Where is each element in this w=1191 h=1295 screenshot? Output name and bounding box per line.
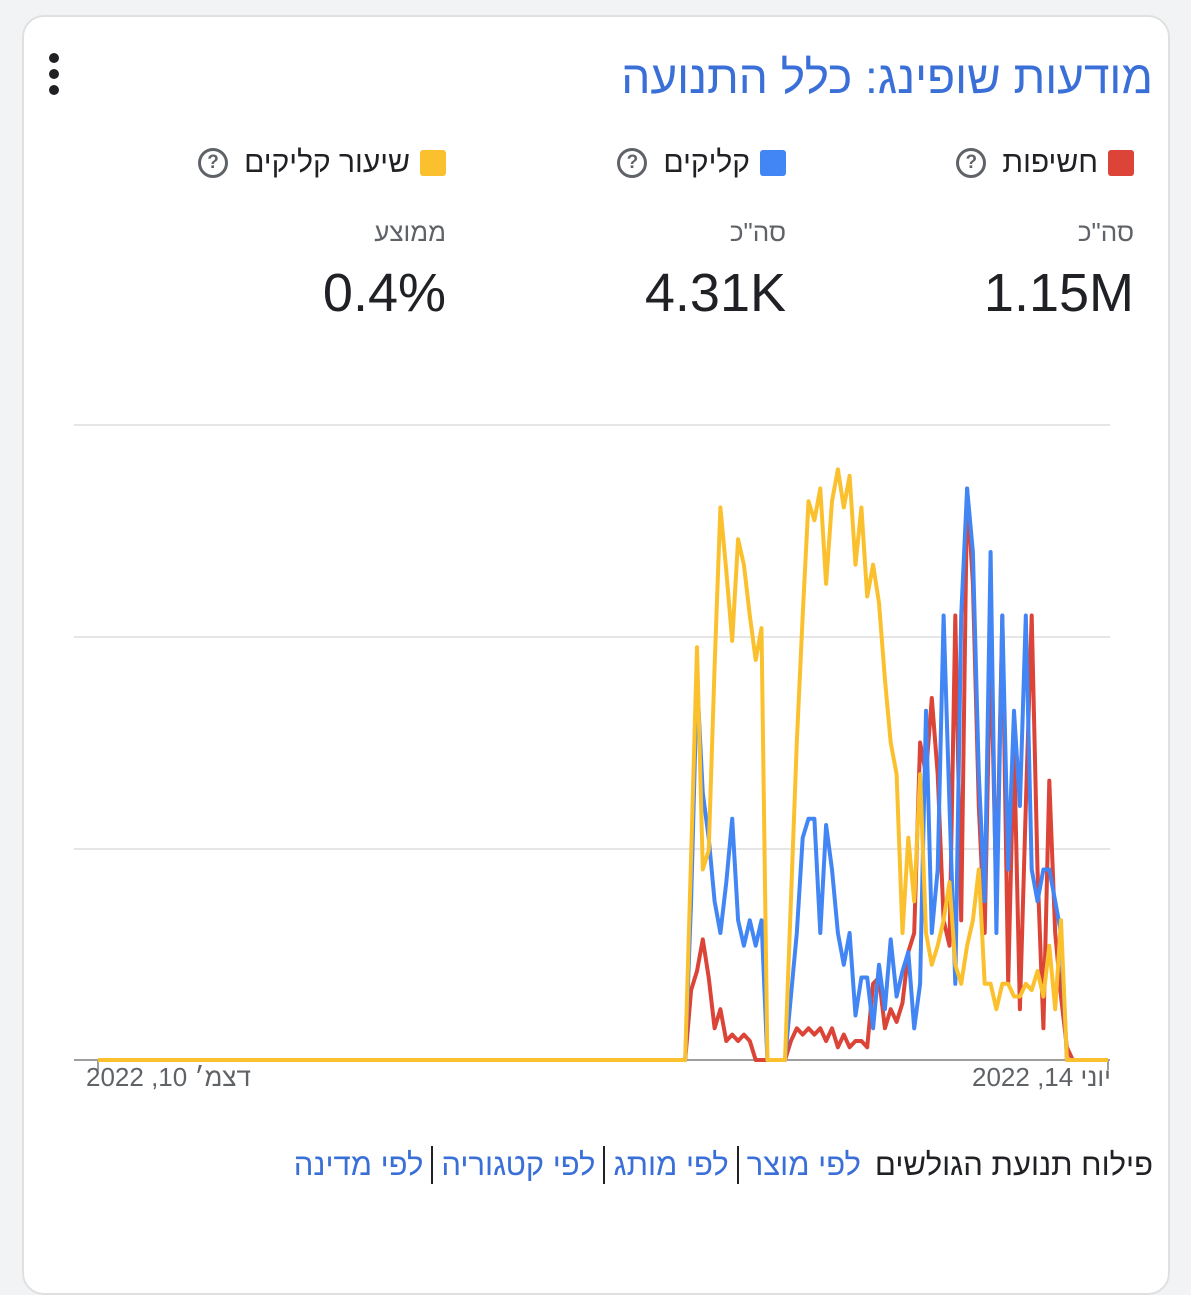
legend-swatch-clicks bbox=[760, 150, 786, 176]
metric-sub: ממוצע bbox=[374, 217, 446, 247]
metric-sub: סה"כ bbox=[1077, 217, 1134, 247]
line-chart[interactable] bbox=[0, 0, 1191, 1130]
x-tick-label-end: דצמ׳ 10, 2022 bbox=[86, 1062, 251, 1092]
help-circle-icon[interactable]: ? bbox=[198, 148, 229, 178]
series-line-2[interactable] bbox=[98, 467, 1108, 1062]
metric-clicks[interactable]: קליקים ? סה"כ 4.31K bbox=[486, 145, 786, 324]
breakdown-link-product[interactable]: לפי מוצר bbox=[746, 1147, 861, 1182]
separator bbox=[736, 1146, 739, 1184]
separator bbox=[603, 1146, 606, 1184]
card-title[interactable]: מודעות שופינג: כלל התנועה bbox=[621, 51, 1153, 103]
metric-ctr[interactable]: שיעור קליקים ? ממוצע 0.4% bbox=[146, 145, 446, 324]
breakdown-link-category[interactable]: לפי קטגוריה bbox=[441, 1147, 596, 1182]
more-vert-icon[interactable] bbox=[42, 53, 66, 95]
legend-label: שיעור קליקים bbox=[244, 146, 410, 179]
legend-label: קליקים bbox=[663, 146, 750, 179]
metric-value: 1.15M bbox=[983, 263, 1134, 323]
legend-label: חשיפות bbox=[1002, 146, 1098, 179]
legend-swatch-impressions bbox=[1108, 150, 1134, 176]
help-circle-icon[interactable]: ? bbox=[617, 148, 648, 178]
metric-value: 4.31K bbox=[644, 263, 786, 323]
breakdown-link-country[interactable]: לפי מדינה bbox=[293, 1147, 424, 1182]
separator bbox=[431, 1146, 434, 1184]
metric-value: 0.4% bbox=[322, 263, 446, 323]
breakdown-label: פילוח תנועת הגולשים bbox=[874, 1147, 1153, 1182]
x-tick-label-start: יוני 14, 2022 bbox=[972, 1062, 1111, 1092]
breakdown-link-brand[interactable]: לפי מותג bbox=[613, 1147, 729, 1182]
breakdown-bar: פילוח תנועת הגולשים לפי מוצר לפי מותג לפ… bbox=[286, 1146, 1153, 1184]
metric-impressions[interactable]: חשיפות ? סה"כ 1.15M bbox=[834, 145, 1134, 324]
legend-swatch-ctr bbox=[420, 150, 446, 176]
metric-sub: סה"כ bbox=[729, 217, 786, 247]
chart-card bbox=[22, 15, 1170, 1295]
help-circle-icon[interactable]: ? bbox=[956, 148, 987, 178]
